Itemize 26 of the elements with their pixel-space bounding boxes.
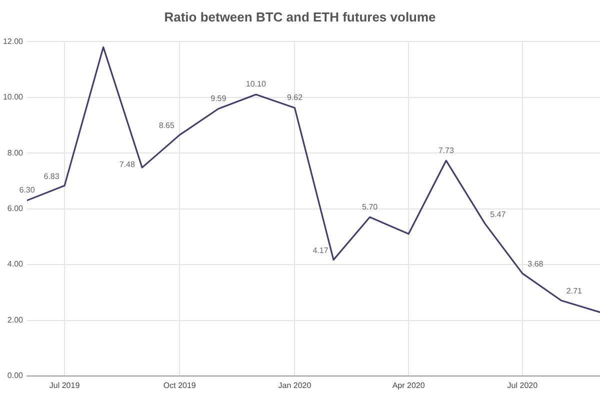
data-label: 9.62: [286, 93, 304, 102]
x-tick-label: Jul 2020: [507, 381, 538, 390]
x-tick-label: Jul 2019: [49, 381, 80, 390]
y-tick-label: 6.00: [7, 204, 24, 214]
data-label: 3.68: [528, 260, 544, 269]
data-label: 7.48: [119, 160, 136, 169]
y-tick-label: 4.00: [7, 260, 24, 269]
data-label: 4.17: [312, 246, 329, 255]
data-label: 6.83: [44, 172, 60, 181]
data-label: 5.47: [490, 210, 506, 219]
data-label: 6.30: [19, 186, 36, 195]
data-label: 10.10: [246, 80, 267, 89]
y-tick-label: 8.00: [7, 148, 24, 158]
data-label: 9.59: [210, 94, 227, 103]
x-tick-label: Oct 2019: [163, 381, 196, 390]
chart-title: Ratio between BTC and ETH futures volume: [164, 9, 436, 24]
x-tick-label: Jan 2020: [278, 381, 312, 390]
y-tick-label: 2.00: [7, 315, 24, 324]
data-label: 5.70: [362, 202, 378, 212]
y-tick-label: 0.00: [7, 371, 24, 380]
data-label: 8.65: [158, 121, 175, 130]
data-label: 7.73: [438, 146, 454, 155]
y-tick-label: 10.00: [2, 92, 24, 102]
x-tick-label: Apr 2020: [392, 381, 426, 390]
y-tick-label: 12.00: [2, 36, 24, 46]
data-label: 2.71: [566, 286, 583, 296]
